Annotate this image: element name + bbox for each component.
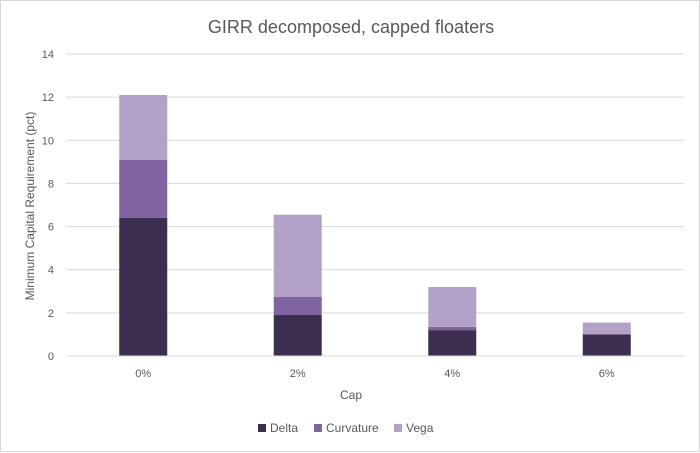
bars [119, 94, 631, 356]
legend-label-vega: Vega [406, 421, 434, 435]
bar-vega-1 [273, 214, 322, 297]
y-tick-label: 12 [42, 92, 54, 104]
y-tick-label: 10 [42, 135, 54, 147]
y-tick-label: 6 [48, 222, 54, 234]
bar-curvature-0 [119, 159, 168, 218]
y-tick-label: 14 [42, 49, 54, 61]
bar-delta-2 [428, 330, 477, 356]
y-axis-label: Minimum Capital Requirement (pct) [23, 112, 37, 301]
chart-title: GIRR decomposed, capped floaters [208, 17, 494, 37]
bar-delta-0 [119, 217, 168, 356]
bar-vega-0 [119, 94, 168, 160]
bar-vega-2 [428, 286, 477, 327]
y-tick-label: 4 [48, 265, 54, 277]
legend-swatch-delta [258, 424, 266, 432]
x-axis-label: Cap [340, 388, 362, 402]
x-tick-label: 6% [599, 368, 615, 380]
bar-vega-3 [582, 322, 631, 335]
legend-swatch-vega [394, 424, 402, 432]
legend: Delta Curvature Vega [258, 421, 434, 435]
x-tick-label: 2% [290, 368, 306, 380]
legend-swatch-curvature [314, 424, 322, 432]
y-tick-label: 2 [48, 308, 54, 320]
x-tick-label: 0% [135, 368, 151, 380]
bar-delta-1 [273, 315, 322, 356]
bar-curvature-2 [428, 326, 477, 331]
y-tick-label: 8 [48, 178, 54, 190]
bar-delta-3 [582, 334, 631, 356]
y-tick-label: 0 [48, 351, 54, 363]
y-axis-ticks: 0 2 4 6 8 10 12 14 [42, 49, 54, 363]
legend-label-curvature: Curvature [326, 421, 379, 435]
x-tick-label: 4% [444, 368, 460, 380]
legend-label-delta: Delta [270, 421, 298, 435]
gridlines [66, 53, 684, 314]
bar-curvature-1 [273, 296, 322, 316]
x-axis-ticks: 0% 2% 4% 6% [135, 368, 615, 380]
